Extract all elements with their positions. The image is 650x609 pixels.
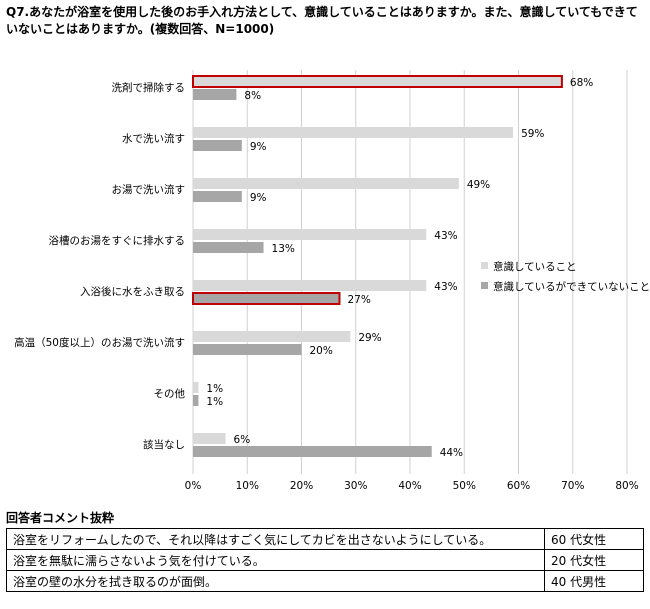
- comment-row: 浴室をリフォームしたので、それ以降はすごく気にしてカビを出さないようにしている。…: [6, 528, 644, 550]
- bar: [193, 140, 242, 151]
- data-label: 68%: [570, 77, 593, 89]
- legend-swatch: [481, 262, 488, 269]
- category-label: お湯で洗い流す: [112, 183, 186, 196]
- bar-chart: 0% 10% 20% 30% 40% 50% 60% 70% 80% 洗剤で掃除する 68% 8% 水で…: [14, 70, 650, 492]
- x-tick-label: 50%: [453, 480, 476, 492]
- x-tick-label: 0%: [185, 480, 202, 492]
- bar: [193, 178, 459, 189]
- comments-table: 浴室をリフォームしたので、それ以降はすごく気にしてカビを出さないようにしている。…: [6, 528, 644, 592]
- category-label: 入浴後に水をふき取る: [80, 285, 185, 298]
- category-label: 水で洗い流す: [122, 132, 185, 145]
- category-label: 該当なし: [143, 438, 185, 451]
- data-label: 44%: [440, 447, 463, 459]
- data-label: 9%: [250, 192, 267, 204]
- data-label: 49%: [467, 179, 490, 191]
- comment-text: 浴室の壁の水分を拭き取るのが面倒。: [6, 570, 545, 592]
- bar: [193, 344, 302, 355]
- data-label: 13%: [272, 243, 295, 255]
- legend-label: 意識していること: [493, 260, 577, 273]
- x-tick-label: 60%: [507, 480, 530, 492]
- data-label: 43%: [434, 281, 457, 293]
- bar: [193, 89, 237, 100]
- data-label: 9%: [250, 141, 267, 153]
- comment-row: 浴室の壁の水分を拭き取るのが面倒。 40 代男性: [6, 570, 644, 592]
- comments-title: 回答者コメント抜粋: [6, 511, 115, 525]
- comment-respondent: 20 代女性: [544, 549, 644, 571]
- bar: [193, 382, 199, 393]
- data-label: 1%: [206, 383, 223, 395]
- question-title: Q7.あなたが浴室を使用した後のお手入れ方法として、意識していることはありますか…: [6, 5, 638, 36]
- bar: [193, 280, 427, 291]
- bar: [193, 229, 427, 240]
- bar: [193, 191, 242, 202]
- bar: [193, 433, 226, 444]
- x-tick-label: 30%: [344, 480, 367, 492]
- data-label: 43%: [434, 230, 457, 242]
- category-label: 洗剤で掃除する: [112, 81, 186, 94]
- x-tick-label: 80%: [615, 480, 638, 492]
- x-tick-label: 20%: [290, 480, 313, 492]
- comment-respondent: 60 代女性: [544, 528, 644, 550]
- legend-swatch: [481, 282, 488, 289]
- comment-text: 浴室をリフォームしたので、それ以降はすごく気にしてカビを出さないようにしている。: [6, 528, 545, 550]
- category-label: 高温（50度以上）のお湯で洗い流す: [14, 336, 185, 349]
- highlighted-bar: [192, 75, 563, 88]
- data-label: 1%: [206, 396, 223, 408]
- bar: [193, 127, 514, 138]
- comment-respondent: 40 代男性: [544, 570, 644, 592]
- bar: [193, 395, 199, 406]
- category-label: その他: [154, 387, 186, 400]
- data-label: 27%: [347, 294, 370, 306]
- x-tick-label: 10%: [236, 480, 259, 492]
- comment-text: 浴室を無駄に濡らさないよう気を付けている。: [6, 549, 545, 571]
- x-tick-label: 70%: [561, 480, 584, 492]
- data-label: 6%: [234, 434, 251, 446]
- x-tick-label: 40%: [398, 480, 421, 492]
- legend-label: 意識しているができていないこと: [493, 280, 650, 293]
- data-label: 29%: [358, 332, 381, 344]
- highlighted-bar: [192, 292, 341, 305]
- data-label: 8%: [244, 90, 261, 102]
- data-label: 20%: [310, 345, 333, 357]
- category-label: 浴槽のお湯をすぐに排水する: [49, 234, 186, 247]
- bar: [193, 446, 432, 457]
- bar: [193, 331, 351, 342]
- bar: [193, 242, 264, 253]
- comment-row: 浴室を無駄に濡らさないよう気を付けている。 20 代女性: [6, 549, 644, 571]
- data-label: 59%: [521, 128, 544, 140]
